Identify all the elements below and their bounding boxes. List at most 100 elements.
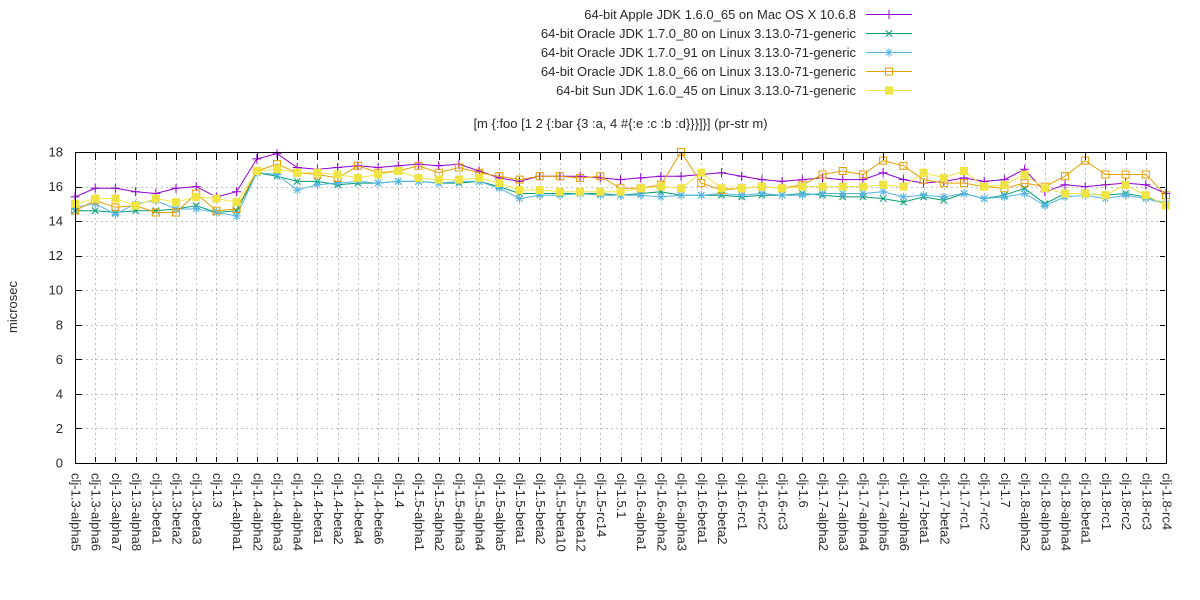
marker-square-open <box>1020 179 1029 188</box>
marker-square-filled <box>980 182 989 191</box>
legend-swatch-oracle-jdk17-91 <box>866 48 912 57</box>
x-tick-label: clj-1.5-rc14 <box>594 473 609 537</box>
legend-swatch-apple-jdk16 <box>866 10 912 19</box>
marker-star <box>394 177 403 186</box>
y-tick-label: 4 <box>56 386 63 401</box>
marker-plus <box>676 171 686 181</box>
marker-square-filled <box>858 182 867 191</box>
marker-star <box>959 189 969 198</box>
x-tick-label: clj-1.6-rc2 <box>755 473 770 530</box>
marker-square-open <box>515 175 524 184</box>
marker-square-open <box>1061 172 1069 181</box>
marker-square-filled <box>737 184 746 193</box>
marker-square-open <box>899 161 908 170</box>
x-tick-label: clj-1.4-beta1 <box>311 473 326 545</box>
marker-square-filled <box>596 187 605 196</box>
marker-plus <box>110 183 120 193</box>
x-tick-label: clj-1.5-beta1 <box>513 473 528 545</box>
x-tick-label: clj-1.5-alpha4 <box>473 473 488 551</box>
x-tick-label: clj-1.5-alpha3 <box>452 473 467 551</box>
marker-x <box>899 198 907 206</box>
marker-star <box>1040 201 1049 210</box>
x-tick-label: clj-1.7-alpha4 <box>856 473 871 551</box>
marker-square-filled <box>636 184 645 193</box>
marker-square-open <box>697 179 706 188</box>
marker-square-open <box>1121 170 1130 179</box>
legend-swatch-sun-jdk16 <box>866 86 912 95</box>
x-tick-label: clj-1.7-alpha3 <box>836 473 851 551</box>
marker-plus <box>1100 180 1110 190</box>
marker-square-open <box>858 170 867 179</box>
marker-square-filled <box>414 173 423 182</box>
marker-square-filled <box>798 182 807 191</box>
marker-star <box>272 170 282 179</box>
marker-square-filled <box>535 186 544 194</box>
marker-star <box>899 192 908 202</box>
marker-square-filled <box>717 184 726 193</box>
legend-label: 64-bit Sun JDK 1.6.0_45 on Linux 3.13.0-… <box>556 83 856 98</box>
marker-plus <box>717 168 726 178</box>
y-tick-label: 6 <box>56 352 63 367</box>
marker-plus <box>1141 180 1151 190</box>
marker-star <box>858 189 868 198</box>
marker-x <box>879 195 887 203</box>
marker-square-filled <box>818 182 827 191</box>
marker-square-filled <box>273 165 281 174</box>
marker-plus <box>878 168 888 178</box>
y-tick-label: 0 <box>56 456 63 471</box>
marker-square-open <box>151 208 160 217</box>
marker-square-open <box>596 172 605 181</box>
x-tick-label: clj-1.8-rc3 <box>1139 473 1154 530</box>
x-tick-label: clj-1.5-beta12 <box>574 473 589 552</box>
marker-square-filled <box>293 168 302 177</box>
marker-star <box>1121 191 1130 200</box>
x-tick-label: clj-1.4-beta6 <box>372 473 387 545</box>
marker-square-filled <box>172 198 180 207</box>
x-tick-label: clj-1.3 <box>210 473 225 508</box>
legend-swatch-oracle-jdk17-80 <box>866 29 912 38</box>
x-tick-label: clj-1.7-alpha2 <box>816 473 831 551</box>
marker-square-filled <box>778 184 787 193</box>
marker-plus <box>884 10 894 19</box>
y-tick-label: 8 <box>56 317 63 332</box>
x-tick-label: clj-1.6 <box>796 473 811 508</box>
x-tick-label: clj-1.3-beta1 <box>149 473 164 545</box>
marker-star <box>111 210 120 219</box>
marker-square-filled <box>454 175 463 184</box>
x-tick-label: clj-1.4-alpha2 <box>250 473 265 551</box>
legend-label: 64-bit Apple JDK 1.6.0_65 on Mac OS X 10… <box>584 7 856 22</box>
marker-star <box>697 191 706 200</box>
marker-star <box>1020 189 1029 198</box>
marker-square-open <box>576 173 585 182</box>
marker-star <box>656 192 666 202</box>
marker-square-filled <box>1121 180 1130 189</box>
marker-square-filled <box>616 187 625 196</box>
marker-plus <box>90 183 100 193</box>
marker-star <box>313 180 322 189</box>
x-tick-label: clj-1.3-beta3 <box>190 473 205 545</box>
chart-title: [m {:foo [1 2 {:bar {3 :a, 4 #{:e :c :b … <box>473 116 768 131</box>
x-tick-label: clj-1.7-alpha6 <box>897 473 912 551</box>
legend-label: 64-bit Oracle JDK 1.7.0_91 on Linux 3.13… <box>540 45 856 60</box>
marker-square-filled <box>757 182 766 191</box>
marker-star <box>212 208 221 217</box>
marker-star <box>980 194 989 203</box>
marker-square-filled <box>495 179 504 188</box>
marker-star <box>878 187 888 196</box>
marker-square-open <box>454 163 463 172</box>
x-tick-label: clj-1.8-rc2 <box>1119 473 1134 530</box>
x-tick-labels: clj-1.3-alpha5 clj-1.3-alpha6 clj-1.3-alph… <box>69 473 1175 552</box>
x-tick-label: clj-1.7-rc2 <box>978 473 993 530</box>
marker-square-filled <box>1040 184 1049 193</box>
marker-square-filled <box>677 184 686 193</box>
y-axis-label: microsec <box>5 281 20 334</box>
marker-square-filled <box>394 167 403 175</box>
marker-square-filled <box>475 173 484 182</box>
marker-square-filled <box>838 182 847 191</box>
marker-star <box>818 189 827 198</box>
x-tick-label: clj-1.4-beta4 <box>351 473 366 545</box>
marker-plus <box>656 171 666 181</box>
series-4 <box>71 165 1170 210</box>
x-tick-label: clj-1.6-beta2 <box>715 473 730 545</box>
